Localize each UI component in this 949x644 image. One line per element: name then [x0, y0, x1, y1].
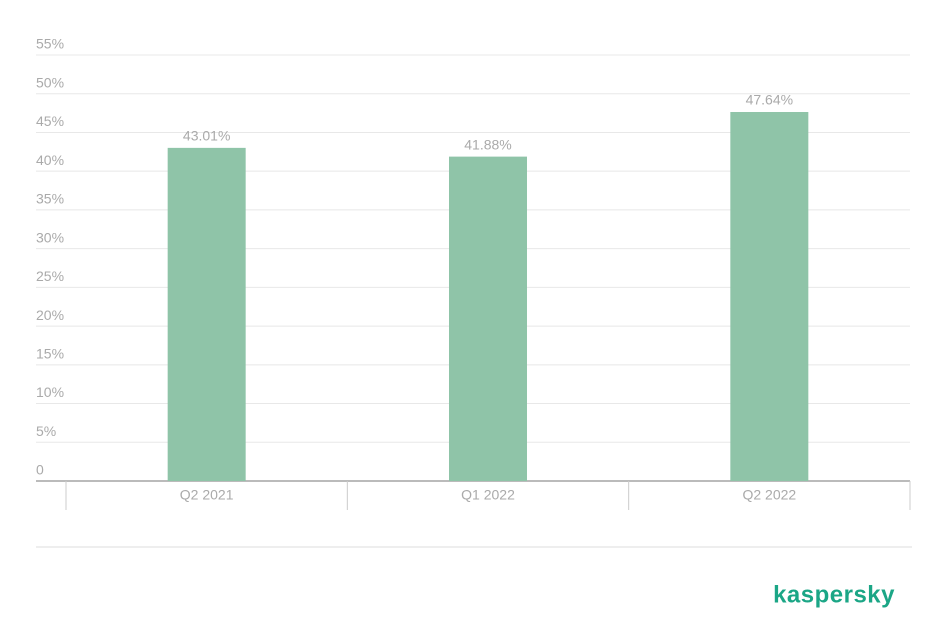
y-tick-label: 20% — [36, 307, 64, 323]
x-tick-label: Q2 2022 — [742, 487, 796, 503]
y-tick-label: 25% — [36, 268, 64, 284]
logo: kaspersky — [773, 581, 895, 608]
y-tick-label: 15% — [36, 346, 64, 362]
y-tick-label: 50% — [36, 74, 64, 90]
value-label: 47.64% — [746, 92, 793, 108]
value-label: 43.01% — [183, 128, 230, 144]
y-tick-label: 45% — [36, 113, 64, 129]
bar — [449, 156, 527, 481]
x-tick-label: Q1 2022 — [461, 487, 515, 503]
bar — [730, 112, 809, 482]
y-tick-label: 5% — [36, 423, 56, 439]
bar — [167, 147, 246, 482]
x-tick-label: Q2 2021 — [180, 487, 234, 503]
y-tick-label: 40% — [36, 152, 64, 168]
y-tick-label: 0 — [36, 462, 44, 478]
y-tick-label: 55% — [36, 36, 64, 52]
y-tick-label: 35% — [36, 191, 64, 207]
y-tick-label: 10% — [36, 384, 64, 400]
value-label: 41.88% — [464, 136, 511, 152]
y-tick-label: 30% — [36, 229, 64, 245]
